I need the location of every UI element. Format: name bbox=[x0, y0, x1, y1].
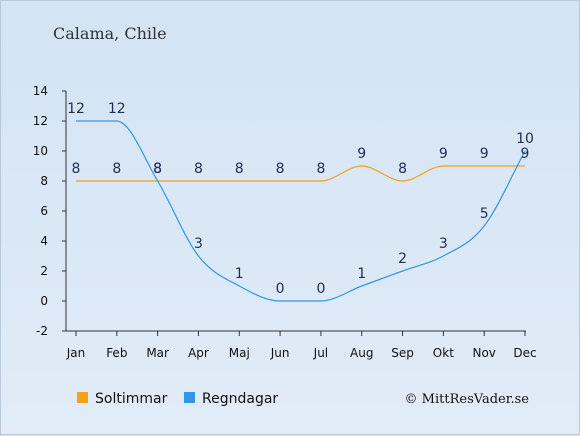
legend-swatch-regndagar bbox=[184, 392, 195, 403]
data-label-soltimmar: 8 bbox=[276, 161, 285, 177]
x-tick-label: Nov bbox=[472, 346, 495, 360]
y-tick-label: -2 bbox=[36, 324, 48, 338]
x-tick-label: Maj bbox=[229, 346, 250, 360]
series-line-regndagar bbox=[76, 120, 526, 302]
data-label-regndagar: 0 bbox=[276, 281, 285, 297]
x-tick-label: Jun bbox=[270, 346, 290, 360]
chart-title: Calama, Chile bbox=[53, 24, 167, 43]
y-tick-label: 12 bbox=[33, 114, 48, 128]
y-tick-label: 0 bbox=[40, 294, 48, 308]
data-label-soltimmar: 8 bbox=[153, 161, 162, 177]
data-label-soltimmar: 8 bbox=[72, 161, 81, 177]
legend-label-soltimmar: Soltimmar bbox=[95, 391, 168, 407]
series-line-soltimmar bbox=[76, 165, 525, 182]
legend: Soltimmar Regndagar bbox=[77, 391, 278, 407]
y-tick-label: 10 bbox=[33, 144, 48, 158]
credit-text: © MittResVader.se bbox=[405, 392, 530, 407]
data-label-regndagar: 3 bbox=[439, 236, 448, 252]
data-label-soltimmar: 8 bbox=[194, 161, 203, 177]
y-tick-label: 4 bbox=[40, 234, 48, 248]
data-label-regndagar: 1 bbox=[235, 266, 244, 282]
series-lines bbox=[76, 120, 526, 302]
data-label-regndagar: 3 bbox=[194, 236, 203, 252]
data-label-regndagar: 12 bbox=[67, 101, 85, 117]
data-label-soltimmar: 9 bbox=[439, 146, 448, 162]
data-label-regndagar: 12 bbox=[108, 101, 126, 117]
data-label-soltimmar: 8 bbox=[398, 161, 407, 177]
x-tick-label: Apr bbox=[188, 346, 209, 360]
y-tick-label: 14 bbox=[33, 84, 48, 98]
x-tick-label: Dec bbox=[513, 346, 536, 360]
data-label-soltimmar: 9 bbox=[521, 146, 530, 162]
x-tick-label: Feb bbox=[106, 346, 127, 360]
legend-label-regndagar: Regndagar bbox=[202, 391, 278, 407]
data-label-regndagar: 0 bbox=[316, 281, 325, 297]
legend-swatch-soltimmar bbox=[77, 392, 88, 403]
x-tick-label: Jan bbox=[66, 346, 86, 360]
y-tick-label: 2 bbox=[40, 264, 48, 278]
x-tick-label: Okt bbox=[433, 346, 454, 360]
data-label-regndagar: 5 bbox=[480, 206, 489, 222]
x-tick-label: Sep bbox=[391, 346, 414, 360]
data-label-soltimmar: 8 bbox=[112, 161, 121, 177]
data-label-soltimmar: 9 bbox=[357, 146, 366, 162]
y-tick-label: 6 bbox=[40, 204, 48, 218]
data-label-regndagar: 2 bbox=[398, 251, 407, 267]
data-label-soltimmar: 8 bbox=[316, 161, 325, 177]
data-label-soltimmar: 9 bbox=[480, 146, 489, 162]
data-label-regndagar: 10 bbox=[516, 131, 534, 147]
data-label-soltimmar: 8 bbox=[235, 161, 244, 177]
x-tick-label: Aug bbox=[350, 346, 373, 360]
x-tick-label: Mar bbox=[146, 346, 169, 360]
data-label-regndagar: 1 bbox=[357, 266, 366, 282]
y-tick-label: 8 bbox=[40, 174, 48, 188]
data-label-regndagar: 8 bbox=[153, 161, 162, 177]
x-tick-label: Jul bbox=[313, 346, 328, 360]
